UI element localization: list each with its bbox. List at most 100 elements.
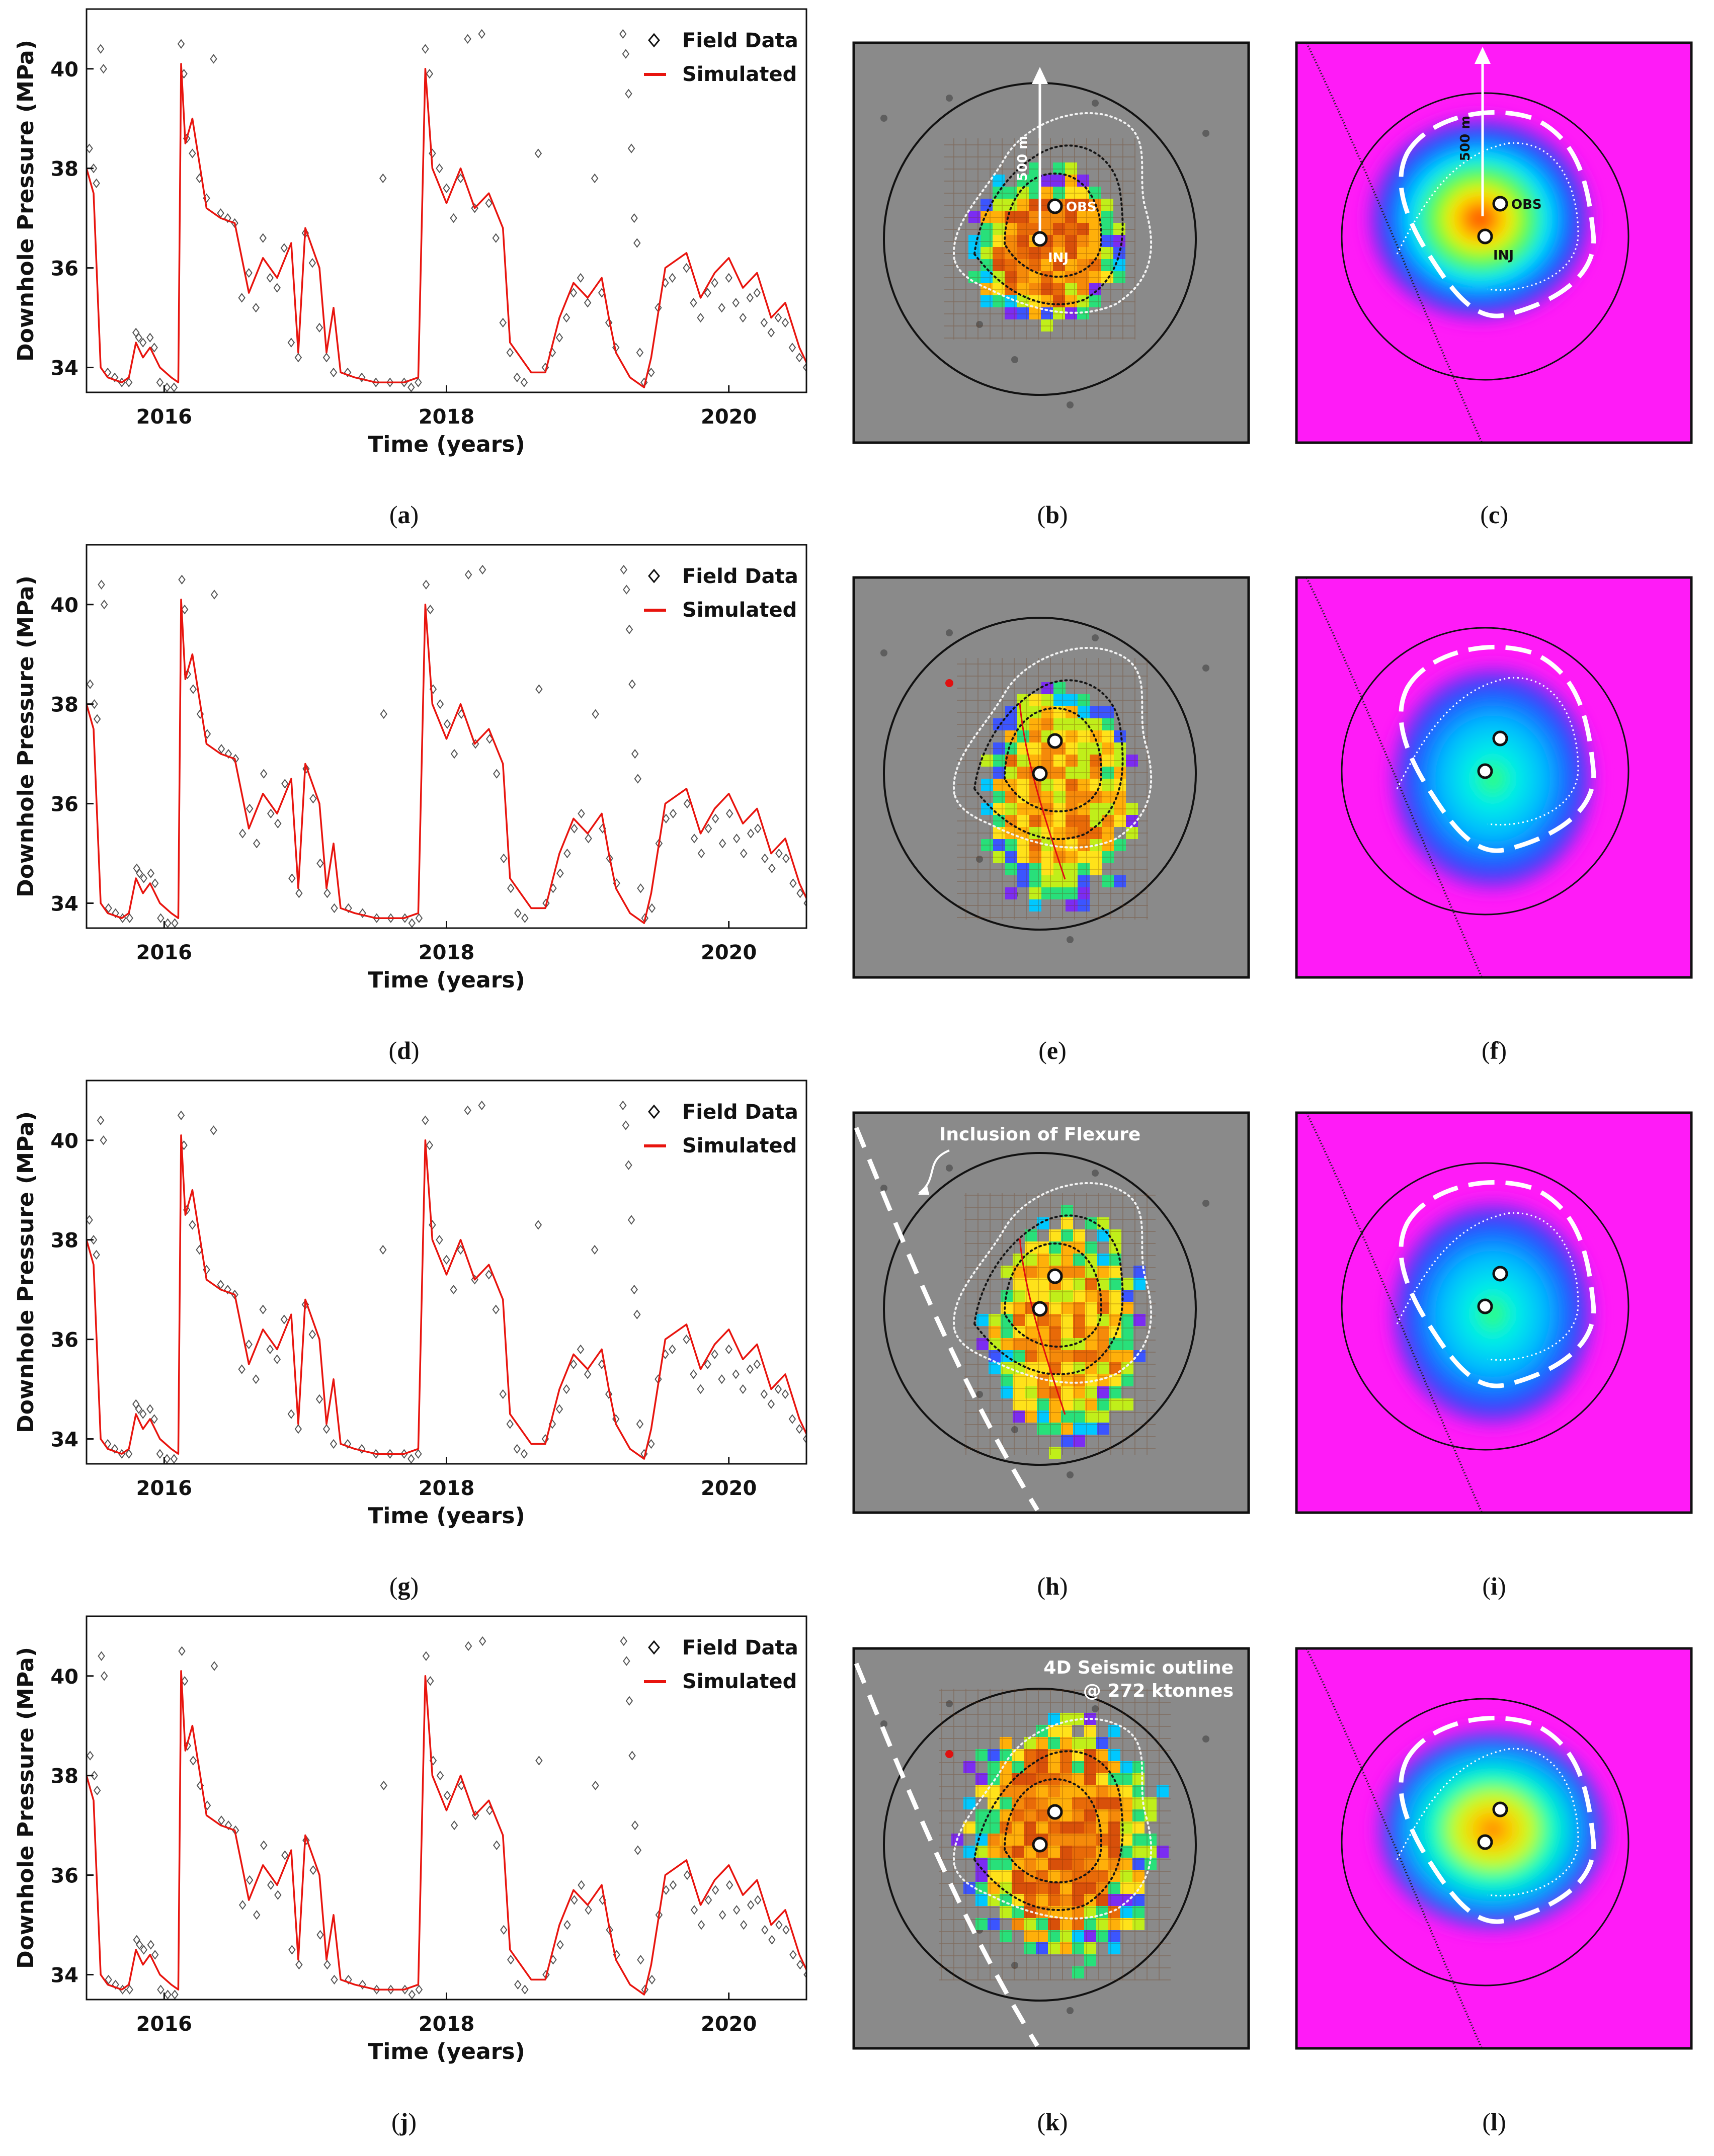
field-data-point bbox=[740, 848, 748, 859]
field-data-point bbox=[628, 1751, 636, 1761]
field-data-point bbox=[627, 143, 635, 153]
seismic-outline-dashed bbox=[1399, 1180, 1596, 1388]
field-data-point bbox=[157, 913, 165, 923]
field-data-point bbox=[170, 1454, 178, 1464]
field-data-point bbox=[631, 749, 639, 759]
field-data-point bbox=[267, 808, 275, 819]
field-data-point bbox=[569, 1359, 578, 1369]
field-data-point bbox=[126, 1984, 133, 1995]
field-data-point bbox=[619, 1100, 627, 1111]
field-data-point bbox=[100, 64, 107, 74]
field-data-point bbox=[253, 839, 261, 849]
well-dot bbox=[1067, 2007, 1074, 2014]
field-data-point bbox=[556, 868, 564, 878]
field-data-point bbox=[637, 1955, 644, 1965]
seismic-label-1: 4D Seismic outline bbox=[1043, 1657, 1234, 1678]
field-data-point bbox=[164, 1989, 172, 2000]
field-data-point bbox=[625, 89, 632, 99]
field-data-point bbox=[139, 1409, 147, 1419]
field-data-point bbox=[426, 1140, 434, 1150]
well-dot bbox=[880, 1185, 887, 1192]
plume-map-i bbox=[1295, 1111, 1693, 1514]
field-data-point bbox=[171, 1989, 179, 2000]
field-data-point bbox=[647, 367, 655, 378]
field-data-point bbox=[386, 1449, 394, 1459]
field-data-point bbox=[627, 1215, 635, 1225]
x-tick-label: 2016 bbox=[136, 941, 192, 964]
field-data-point bbox=[422, 1651, 430, 1661]
field-data-point bbox=[457, 1245, 464, 1255]
grid-map-k: 4D Seismic outline @ 272 ktonnes bbox=[852, 1647, 1250, 2050]
field-data-point bbox=[563, 1920, 571, 1930]
y-tick-label: 40 bbox=[50, 1130, 78, 1153]
x-tick-label: 2020 bbox=[701, 1477, 757, 1500]
plume-map-l bbox=[1295, 1647, 1693, 2050]
y-tick-label: 34 bbox=[50, 357, 78, 380]
field-data-point bbox=[577, 273, 585, 283]
field-data-point bbox=[316, 1930, 324, 1940]
field-data-point bbox=[648, 903, 656, 914]
field-data-point bbox=[774, 312, 782, 323]
well-dot bbox=[1202, 130, 1209, 137]
field-data-point bbox=[761, 853, 769, 864]
field-data-point bbox=[718, 839, 726, 849]
field-data-point bbox=[485, 1270, 493, 1280]
caption-g: (g) bbox=[389, 1572, 419, 1600]
field-data-point bbox=[380, 1780, 387, 1791]
field-data-point bbox=[267, 1880, 275, 1890]
field-data-point bbox=[754, 823, 762, 834]
field-data-point bbox=[436, 1235, 443, 1245]
legend-field-marker bbox=[648, 568, 660, 584]
field-data-point bbox=[513, 372, 521, 382]
plume-maps: 500 m OBS INJ 500 m OBS INJ Inclusion of Flexu… bbox=[852, 41, 1693, 2050]
field-data-point bbox=[217, 744, 225, 754]
field-data-point bbox=[253, 1910, 261, 1920]
grid-map-b: 500 m OBS INJ bbox=[852, 41, 1250, 444]
field-data-point bbox=[747, 1900, 755, 1910]
caption-paren-close: ) bbox=[411, 1036, 420, 1064]
x-tick-label: 2016 bbox=[136, 2013, 192, 2036]
field-data-point bbox=[436, 699, 444, 709]
field-data-point bbox=[178, 574, 186, 585]
caption-paren-open: ( bbox=[389, 1572, 398, 1600]
field-data-point bbox=[746, 1364, 754, 1374]
plume-cells bbox=[957, 658, 1148, 920]
flexure-dashed-line bbox=[854, 1663, 1039, 2047]
field-data-point bbox=[711, 1349, 718, 1359]
field-data-point bbox=[711, 813, 719, 823]
field-data-point bbox=[181, 604, 189, 615]
field-data-point bbox=[669, 273, 676, 283]
scale-arrow-head bbox=[1032, 67, 1048, 84]
field-data-point bbox=[125, 377, 133, 387]
area-of-review-circle bbox=[1341, 1698, 1629, 1986]
field-data-point bbox=[578, 1880, 585, 1890]
field-data-point bbox=[628, 679, 636, 689]
well-dot bbox=[1067, 401, 1074, 408]
field-data-point bbox=[171, 918, 179, 928]
caption-paren-close: ) bbox=[1498, 1036, 1507, 1064]
field-data-point bbox=[637, 883, 644, 893]
field-data-point bbox=[562, 1384, 570, 1394]
field-data-point bbox=[767, 327, 775, 338]
field-data-point bbox=[605, 1389, 613, 1399]
caption-paren-close: ) bbox=[408, 2108, 417, 2136]
field-data-point bbox=[177, 1110, 185, 1120]
area-of-review-circle bbox=[883, 617, 1197, 931]
caption-paren-open: ( bbox=[1037, 1572, 1045, 1600]
field-data-point bbox=[422, 1115, 429, 1125]
field-data-point bbox=[90, 163, 98, 174]
field-data-point bbox=[697, 312, 704, 323]
field-data-point bbox=[302, 1835, 310, 1845]
field-data-point bbox=[562, 312, 570, 323]
field-data-point bbox=[238, 828, 247, 839]
well-dot bbox=[1092, 1170, 1099, 1177]
legend-field-marker bbox=[648, 1104, 660, 1119]
field-data-point bbox=[648, 1974, 656, 1985]
x-axis-label: Time (years) bbox=[368, 967, 525, 993]
field-data-point bbox=[287, 1409, 295, 1419]
field-data-point bbox=[634, 1845, 642, 1855]
field-data-point bbox=[295, 1960, 303, 1970]
field-data-point bbox=[330, 367, 338, 378]
field-data-point bbox=[443, 1255, 450, 1265]
flexure-dashed-line bbox=[854, 1127, 1039, 1512]
